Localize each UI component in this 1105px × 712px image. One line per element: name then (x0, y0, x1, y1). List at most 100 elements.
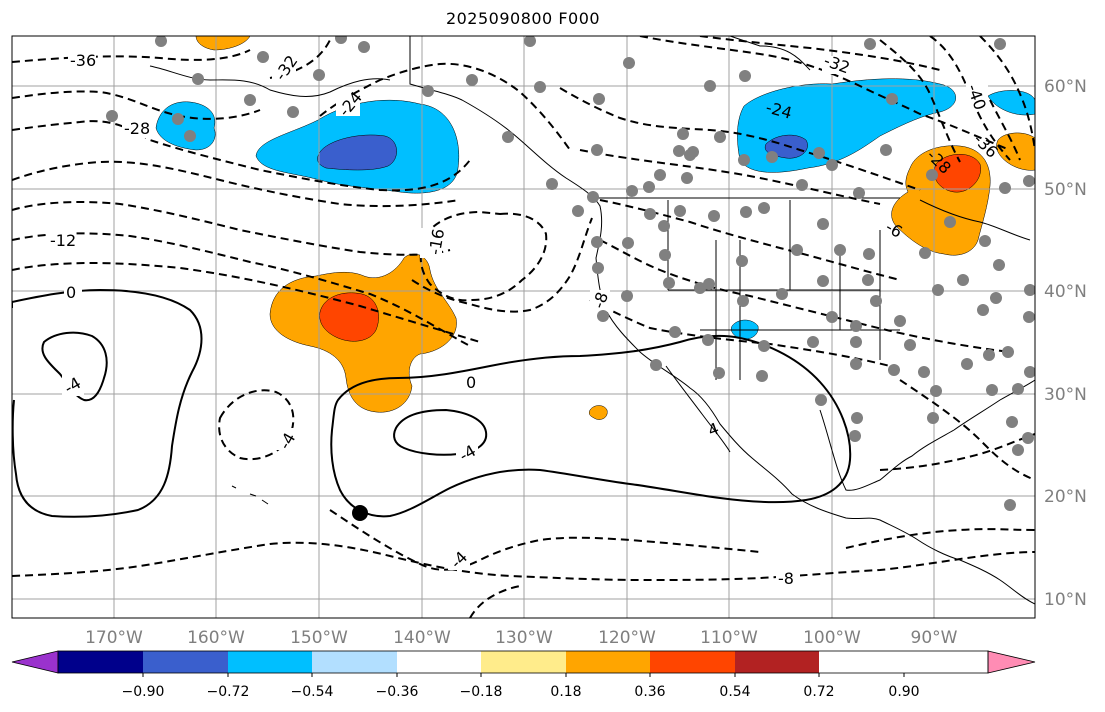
station-point (919, 247, 931, 259)
station-point (999, 182, 1011, 194)
map-frame (11, 35, 1036, 619)
station-point (466, 74, 478, 86)
station-point (986, 384, 998, 396)
station-point (674, 205, 686, 217)
storm-marker (352, 505, 368, 521)
station-point (677, 128, 689, 140)
station-point (192, 73, 204, 85)
positive-contours (12, 288, 852, 518)
lon-label: 110°W (700, 628, 758, 648)
colorbar-tick-label: 0.18 (550, 684, 581, 700)
station-point (155, 36, 167, 47)
lat-label: 60°N (1044, 77, 1087, 97)
station-point (313, 69, 325, 81)
station-point (740, 206, 752, 218)
station-point (815, 394, 827, 406)
contour-label: -16 (425, 227, 448, 256)
colorbar-tick-label: −0.90 (122, 684, 165, 700)
colorbar-segment (228, 651, 312, 673)
colorbar-tick-label: −0.54 (291, 684, 334, 700)
station-point (737, 295, 749, 307)
station-point (358, 41, 370, 53)
station-point (713, 367, 725, 379)
station-point (944, 216, 956, 228)
station-point (870, 295, 882, 307)
station-point (791, 244, 803, 256)
station-points (106, 36, 1035, 511)
station-point (1023, 175, 1035, 187)
station-point (673, 145, 685, 157)
station-point (106, 110, 118, 122)
station-point (593, 93, 605, 105)
station-point (1004, 499, 1016, 511)
station-point (587, 191, 599, 203)
colorbar-tick-label: 0.72 (803, 684, 834, 700)
contour-label: 0 (66, 283, 76, 302)
station-point (817, 275, 829, 287)
station-point (572, 205, 584, 217)
lon-label: 130°W (495, 628, 553, 648)
station-point (932, 284, 944, 296)
colorbar-segment (566, 651, 650, 673)
colorbar-extend-low (11, 650, 59, 674)
colorbar-segment (143, 651, 228, 673)
station-point (1012, 444, 1024, 456)
station-point (864, 38, 876, 50)
station-point (888, 364, 900, 376)
station-point (826, 311, 838, 323)
station-point (850, 358, 862, 370)
station-point (244, 94, 256, 106)
lon-label: 90°W (911, 628, 958, 648)
station-point (703, 278, 715, 290)
colorbar-tick-label: 0.54 (719, 684, 750, 700)
station-point (926, 169, 938, 181)
colorbar-segment (397, 651, 481, 673)
station-point (863, 248, 875, 260)
lat-label: 20°N (1044, 487, 1087, 507)
station-point (621, 290, 633, 302)
negative-anomaly-aleutian (155, 101, 216, 151)
station-point (714, 131, 726, 143)
station-point (1006, 416, 1018, 428)
station-point (622, 237, 634, 249)
positive-anomaly-pacific-core (319, 292, 379, 342)
station-point (862, 274, 874, 286)
station-point (758, 340, 770, 352)
contour-label: -28 (124, 119, 150, 138)
station-point (694, 282, 706, 294)
station-point (591, 236, 603, 248)
lat-label: 40°N (1044, 282, 1087, 302)
station-point (961, 358, 973, 370)
station-point (591, 144, 603, 156)
station-point (172, 113, 184, 125)
colorbar-segment (58, 651, 143, 673)
colorbar-segment (312, 651, 397, 673)
positive-anomaly-small (588, 405, 608, 420)
station-point (826, 159, 838, 171)
lon-label: 170°W (85, 628, 143, 648)
lon-label: 140°W (393, 628, 451, 648)
positive-anomaly-north-edge (195, 36, 251, 51)
lat-label: 30°N (1044, 385, 1087, 405)
station-point (930, 385, 942, 397)
colorbar-tick-label: 0.36 (634, 684, 665, 700)
station-point (184, 130, 196, 142)
station-point (904, 339, 916, 351)
positive-anomaly-greatlakes-core (934, 154, 981, 193)
station-point (669, 326, 681, 338)
graticule (12, 36, 1035, 618)
station-point (758, 202, 770, 214)
station-point (994, 38, 1006, 50)
station-point (756, 370, 768, 382)
station-point (658, 220, 670, 232)
station-point (736, 255, 748, 267)
station-point (851, 412, 863, 424)
station-point (287, 106, 299, 118)
station-point (886, 93, 898, 105)
contour-label: 0 (466, 373, 476, 392)
station-point (681, 172, 693, 184)
station-point (817, 218, 829, 230)
station-point (796, 179, 808, 191)
lon-label: 160°W (187, 628, 245, 648)
station-point (807, 336, 819, 348)
